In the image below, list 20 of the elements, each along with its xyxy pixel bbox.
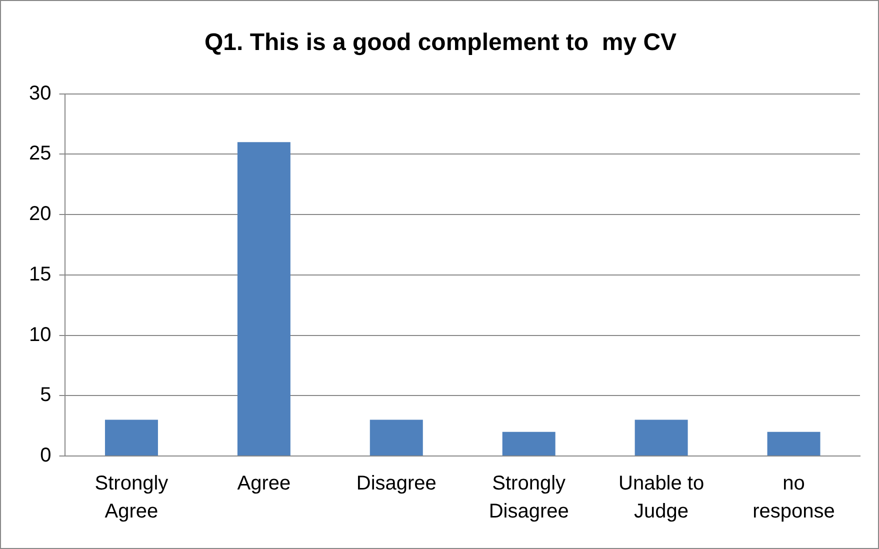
bar bbox=[634, 420, 688, 456]
y-tick-label: 15 bbox=[28, 263, 52, 286]
x-tick-label: Strongly Disagree bbox=[488, 472, 569, 523]
x-tick-label: Disagree bbox=[356, 472, 436, 495]
y-tick-label: 30 bbox=[28, 82, 52, 104]
x-tick-label: Unable to Judge bbox=[618, 472, 704, 523]
bar bbox=[237, 142, 290, 456]
y-tick-label: 0 bbox=[40, 444, 52, 467]
bar bbox=[370, 420, 423, 456]
y-tick-label: 5 bbox=[40, 384, 52, 406]
bar bbox=[502, 432, 556, 456]
bar bbox=[104, 420, 158, 456]
y-tick-label: 20 bbox=[28, 203, 52, 226]
x-tick-label: Strongly Agree bbox=[94, 472, 168, 523]
y-tick-label: 10 bbox=[28, 324, 52, 346]
x-tick-label: Agree bbox=[237, 472, 291, 495]
y-tick-label: 25 bbox=[28, 142, 52, 165]
x-tick-label: no response bbox=[752, 472, 835, 523]
chart-title: Q1. This is a good complement to my CV bbox=[204, 29, 677, 56]
bar bbox=[767, 432, 820, 456]
